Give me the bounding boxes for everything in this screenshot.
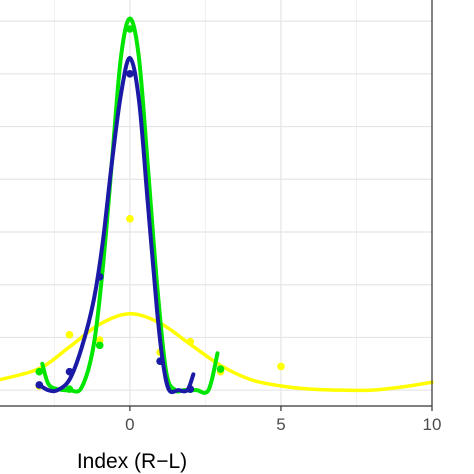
series-1-point: [126, 25, 134, 33]
series-2: [35, 55, 196, 395]
series-0-point: [277, 362, 285, 371]
series-2-point: [186, 385, 195, 393]
series-1-point: [216, 365, 225, 373]
series-2-point: [65, 367, 74, 376]
series-layer: [0, 16, 434, 395]
series-0-point: [126, 215, 134, 223]
series-1-point: [65, 385, 74, 393]
series-0-point: [95, 336, 104, 344]
axes: 0 5 10: [0, 0, 441, 434]
series-2-point: [35, 381, 44, 389]
x-tick-label: 10: [423, 415, 442, 434]
x-tick-label: 0: [125, 415, 134, 434]
series-1-point: [95, 341, 104, 350]
series-0-point: [186, 337, 195, 346]
grid: [0, 0, 433, 406]
x-tick-label: 5: [276, 415, 285, 434]
series-2-point: [126, 70, 134, 78]
series-0-point: [65, 331, 74, 339]
series-1-point: [35, 367, 44, 376]
x-axis-title: Index (R−L): [77, 450, 187, 473]
series-2-curve: [37, 55, 196, 395]
series-2-point: [95, 273, 104, 281]
series-2-point: [156, 357, 164, 365]
